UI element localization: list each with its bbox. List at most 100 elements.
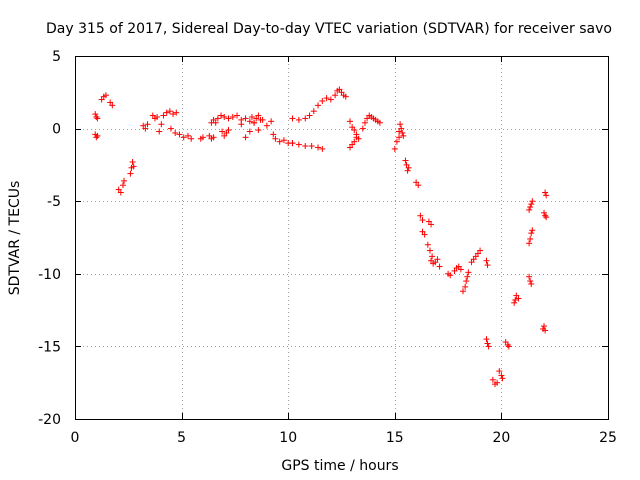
x-tick-labels: 0 5 10 15 20 25 <box>71 430 617 446</box>
data-point <box>289 140 296 147</box>
data-point <box>94 115 101 122</box>
data-point <box>102 92 109 99</box>
data-point <box>400 132 407 139</box>
data-point <box>129 158 136 165</box>
data-point <box>92 111 99 118</box>
data-point <box>542 327 549 334</box>
data-point <box>436 263 443 270</box>
data-point <box>242 134 249 141</box>
data-point <box>447 272 454 279</box>
plot-frame <box>75 56 609 420</box>
data-point <box>295 116 302 123</box>
data-point <box>543 214 550 221</box>
data-point <box>94 132 101 139</box>
data-point <box>315 144 322 151</box>
data-point <box>319 98 326 105</box>
data-point <box>302 115 309 122</box>
x-tick-label: 20 <box>492 430 510 446</box>
data-point <box>424 241 431 248</box>
data-point <box>225 127 232 134</box>
data-point <box>391 145 398 152</box>
data-point <box>184 132 191 139</box>
data-point <box>404 167 411 174</box>
data-point <box>527 235 534 242</box>
data-point <box>526 206 533 213</box>
data-point <box>393 138 400 145</box>
y-tick-labels: -20 -15 -10 -5 0 5 <box>38 49 61 428</box>
y-tick-label: -10 <box>38 267 61 283</box>
data-point <box>351 138 358 145</box>
data-point <box>170 111 177 118</box>
data-point <box>430 260 437 267</box>
data-point <box>210 134 217 141</box>
data-point <box>268 118 275 125</box>
data-point <box>163 109 170 116</box>
data-point <box>121 177 128 184</box>
data-point <box>511 299 518 306</box>
data-point <box>156 128 163 135</box>
data-point <box>402 157 409 164</box>
data-point <box>332 92 339 99</box>
data-point <box>477 247 484 254</box>
data-point <box>263 122 270 129</box>
data-point <box>361 119 368 126</box>
x-axis-label: GPS time / hours <box>281 458 398 474</box>
data-point <box>351 127 358 134</box>
data-point <box>188 135 195 142</box>
data-point <box>319 145 326 152</box>
data-point <box>397 121 404 128</box>
data-point <box>434 256 441 263</box>
data-point <box>484 340 491 347</box>
data-point <box>405 164 412 171</box>
y-tick-label: -5 <box>47 194 61 210</box>
data-point <box>417 212 424 219</box>
x-tick-label: 15 <box>386 430 404 446</box>
data-point <box>257 116 264 123</box>
data-point <box>529 227 536 234</box>
data-point <box>310 108 317 115</box>
data-point <box>234 112 241 119</box>
data-point <box>376 119 383 126</box>
data-point <box>180 134 187 141</box>
data-point <box>527 204 534 211</box>
data-point <box>419 217 426 224</box>
data-point <box>484 262 491 269</box>
data-point <box>398 125 405 132</box>
data-point <box>272 135 279 142</box>
data-point <box>541 323 548 330</box>
x-tick-label: 0 <box>71 430 80 446</box>
data-point <box>248 113 255 120</box>
data-point <box>529 198 536 205</box>
y-tick-label: -20 <box>38 412 61 428</box>
data-point <box>173 109 180 116</box>
data-point <box>117 189 124 196</box>
data-point <box>212 119 219 126</box>
data-point <box>465 269 472 276</box>
data-point <box>127 170 134 177</box>
data-point <box>494 379 501 386</box>
data-point <box>512 296 519 303</box>
data-point <box>542 189 549 196</box>
data-point <box>527 278 534 285</box>
data-point <box>543 192 550 199</box>
data-point <box>289 115 296 122</box>
data-point <box>270 131 277 138</box>
y-tick-label: 0 <box>52 122 61 138</box>
data-point <box>214 115 221 122</box>
data-point <box>421 231 428 238</box>
chart-title: Day 315 of 2017, Sidereal Day-to-day VTE… <box>46 21 612 37</box>
data-point <box>528 280 535 287</box>
data-point <box>460 288 467 295</box>
data-point <box>457 266 464 273</box>
data-point <box>483 257 490 264</box>
data-point <box>526 273 533 280</box>
data-point <box>498 372 505 379</box>
data-point <box>158 121 165 128</box>
data-point <box>396 134 403 141</box>
axis-ticks <box>75 56 609 420</box>
data-point <box>130 163 137 170</box>
data-point <box>463 278 470 285</box>
y-tick-label: -15 <box>38 339 61 355</box>
data-point <box>327 96 334 103</box>
